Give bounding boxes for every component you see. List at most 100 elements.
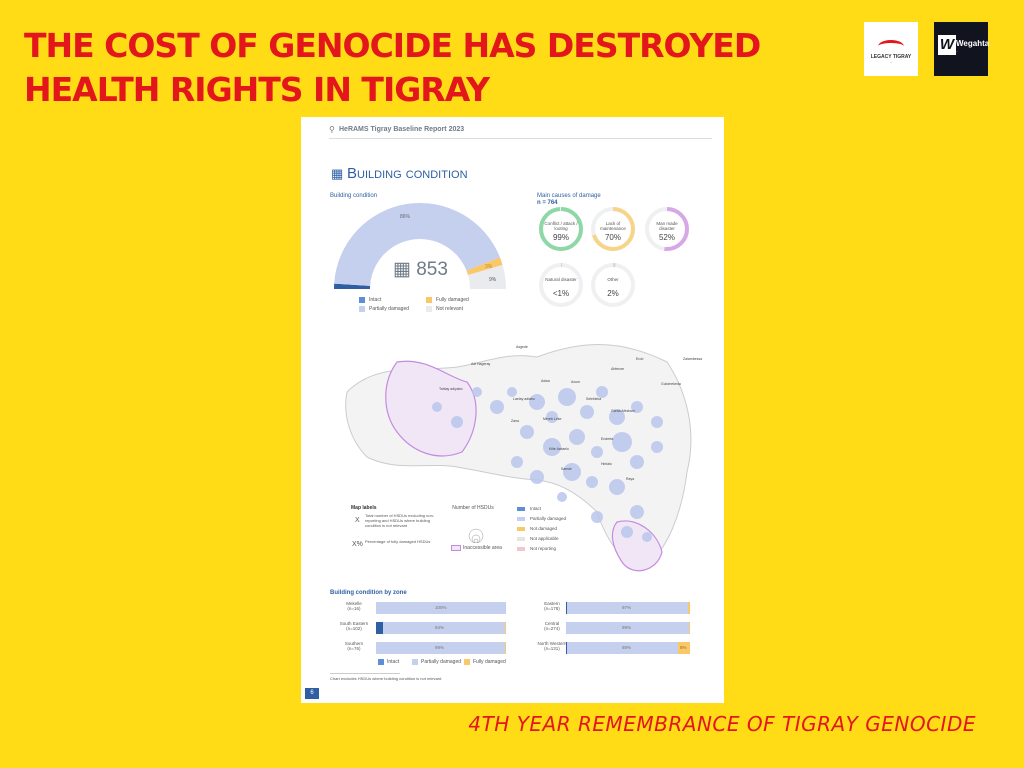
map-category-label: Not damaged <box>530 526 558 531</box>
zone-bar-value: 100% <box>435 605 447 610</box>
zone-label: Mekelle (n=16) <box>334 601 374 611</box>
hsdu-dot <box>529 394 545 410</box>
zone-n: (n=131) <box>544 646 560 651</box>
hsdu-dot <box>651 416 663 428</box>
map-place-label: Laelay adiabo <box>513 397 535 401</box>
zone-name: Eastern <box>544 601 560 606</box>
zone-bar-segment-intact <box>376 622 383 634</box>
slide-title-line-1: THE COST OF GENOCIDE HAS DESTROYED <box>24 26 761 65</box>
legend-intact: Intact <box>369 297 382 303</box>
causes-label: Main causes of damage <box>537 193 601 199</box>
hsdu-dot <box>546 411 558 423</box>
page-number: 6 <box>305 688 319 699</box>
zone-bar: 100% <box>376 602 506 614</box>
hsdu-dot <box>630 455 644 469</box>
cause-value: 2% <box>607 289 619 298</box>
hsdu-dot <box>586 476 598 488</box>
hsdu-dot <box>631 401 643 413</box>
zone-bar-segment-partial <box>376 642 505 654</box>
zone-bar-segment-full <box>677 642 690 654</box>
herams-pin-icon: ⚲ <box>329 125 335 134</box>
map-place-label: Mereb Leke <box>543 417 562 421</box>
size-legend-circles <box>468 528 484 543</box>
zone-label: Central (n=274) <box>532 621 572 631</box>
footnote-rule <box>330 673 400 674</box>
hsdu-dot <box>651 441 663 453</box>
cause-ring <box>645 207 689 251</box>
map-size-title: Number of HSDUs <box>452 505 494 511</box>
zone-bar-value: 97% <box>622 605 632 610</box>
cause-label: Man made disaster <box>656 221 678 231</box>
wegahta-logo-tagline: ~ <box>956 50 959 54</box>
zone-bar: 89% 8% <box>566 642 690 654</box>
hsdu-dot <box>451 416 463 428</box>
map-place-label: Adwa <box>541 379 550 383</box>
causes-n: n = 764 <box>537 200 558 206</box>
gauge-label-not-relevant: 9% <box>489 277 497 283</box>
hsdu-dot <box>563 463 581 481</box>
hsdu-dot <box>580 405 594 419</box>
legacy-swoosh-icon <box>878 40 904 53</box>
tigray-map <box>345 344 692 572</box>
map-place-label: Asgede <box>516 345 528 349</box>
map-category-swatch <box>517 537 525 541</box>
legend-not-relevant-swatch <box>426 306 432 312</box>
map-place-label: Axum <box>571 380 580 384</box>
cause-value: <1% <box>552 289 570 298</box>
hsdu-dot <box>609 409 625 425</box>
legend-full: Fully damaged <box>436 297 469 303</box>
map-category-label: Intact <box>530 506 542 511</box>
hsdu-dot <box>612 432 632 452</box>
map-place-label: Enderta <box>601 437 614 441</box>
zone-bar: 94% <box>376 622 506 634</box>
map-place-label: Raya <box>626 477 635 481</box>
hsdu-dot <box>591 446 603 458</box>
legend-intact-swatch <box>359 297 365 303</box>
map-category-label: Not reporting <box>530 546 557 551</box>
hsdu-dot <box>530 470 544 484</box>
building-total: ▦ 853 <box>393 258 448 281</box>
zones-label: Building condition by zone <box>330 590 407 596</box>
cause-ring <box>539 207 583 251</box>
zones-legend-intact: Intact <box>387 659 400 665</box>
zones-legend-intact-swatch <box>378 659 384 665</box>
zone-bar-segment-partial <box>382 622 505 634</box>
wegahta-logo: W Wegahta ~ <box>934 22 989 76</box>
hsdu-dot <box>630 505 644 519</box>
map-place-label: Adi Hageray <box>471 362 491 366</box>
report-page: ⚲ HeRAMS Tigray Baseline Report 2023 ▦ B… <box>301 117 724 703</box>
slide-title: THE COST OF GENOCIDE HAS DESTROYED HEALT… <box>24 24 824 112</box>
cause-bubble: Natural disaster <1% <box>539 263 583 307</box>
cause-bubble: Conflict / attack / looting 99% <box>539 207 583 251</box>
hsdu-dot <box>609 479 625 495</box>
map-place-label: Zana <box>511 419 519 423</box>
map-label-x-symbol: X <box>355 517 360 524</box>
zone-label: Eastern (n=178) <box>532 601 572 611</box>
map-category-swatch <box>517 527 525 531</box>
zone-n: (n=102) <box>346 626 362 631</box>
map-place-label: Zalambessa <box>683 357 703 361</box>
gauge-label-full: 3% <box>485 264 493 270</box>
legacy-tigray-logo: LEGACY TIGRAY ~ <box>864 22 918 76</box>
zone-n: (n=178) <box>544 606 560 611</box>
zones-legend-partial-swatch <box>412 659 418 665</box>
map-place-label: Kilte Awlaelo <box>549 447 569 451</box>
gauge-slice-fully-damaged <box>466 257 503 276</box>
building-icon: ▦ <box>331 166 344 181</box>
building-total-icon: ▦ <box>393 259 411 280</box>
zone-bar-segment-full <box>504 622 506 634</box>
gauge-slice-partially-damaged <box>334 203 500 286</box>
zone-bar-value: 89% <box>622 645 632 650</box>
hsdu-dot <box>621 526 633 538</box>
map-category-swatch <box>517 517 525 521</box>
map-place-label: Gulomekeda <box>661 382 681 386</box>
hsdu-dot <box>543 438 561 456</box>
hsdu-dot <box>569 429 585 445</box>
hsdu-dot <box>511 456 523 468</box>
zone-bar-value: 99% <box>622 625 632 630</box>
zone-name: Mekelle <box>346 601 362 606</box>
cause-bubble: Other 2% <box>591 263 635 307</box>
zone-bar-value: 94% <box>435 625 445 630</box>
zone-label: South Eastern (n=102) <box>334 621 374 631</box>
cause-bubble: Man made disaster 52% <box>645 207 689 251</box>
